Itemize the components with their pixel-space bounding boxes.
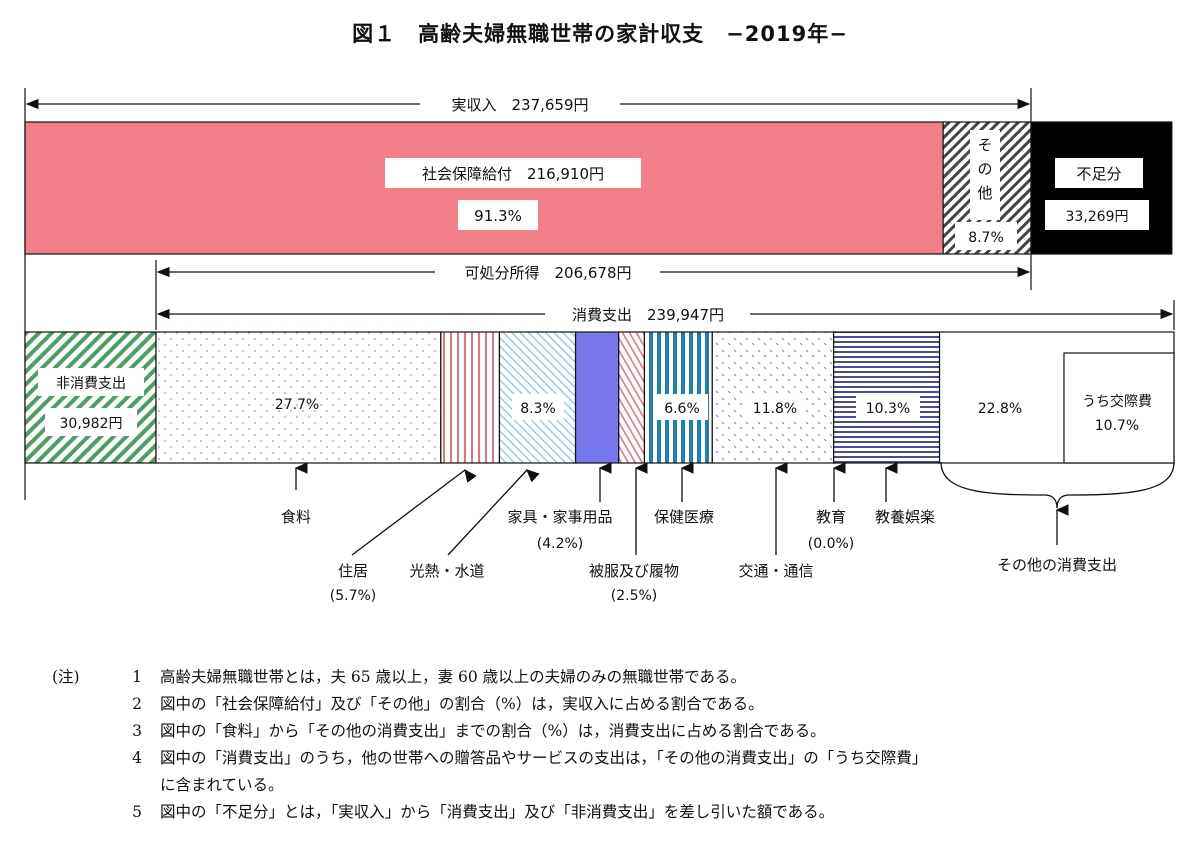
note-number: 2 — [132, 695, 142, 713]
deficit-value: 33,269円 — [1066, 209, 1129, 225]
note-text: 図中の「不足分」とは，「実収入」から「消費支出」及び「非消費支出」を差し引いた額… — [160, 803, 835, 821]
note-text: 高齢夫婦無職世帯とは，夫 65 歳以上，妻 60 歳以上の夫婦のみの無職世帯であ… — [160, 668, 747, 686]
transport-name: 交通・通信 — [738, 562, 813, 580]
entertainment-share: 10.7% — [1095, 418, 1139, 434]
other-income-char-1: そ — [977, 136, 992, 154]
education-share: (0.0%) — [808, 536, 855, 552]
food-name: 食料 — [281, 508, 311, 526]
transport-share: 11.8% — [753, 401, 797, 417]
furniture-name: 家具・家事用品 — [507, 508, 612, 526]
note-row: 3 図中の「食料」から「その他の消費支出」までの割合（%）は，消費支出に占める割… — [52, 718, 1192, 745]
medical-name: 保健医療 — [654, 508, 714, 526]
clothing-segment — [618, 331, 646, 464]
furniture-share: (4.2%) — [537, 536, 584, 552]
callout-arrows — [294, 461, 1175, 556]
other-income-char-2: の — [977, 160, 992, 178]
note-continuation: に含まれている。 — [160, 776, 284, 794]
other-income-char-3: 他 — [977, 184, 992, 202]
utilities-name: 光熱・水道 — [409, 562, 484, 580]
education-name: 教育 — [816, 508, 846, 526]
consumption-total-span: 消費支出 239,947円 — [156, 306, 1174, 324]
housing-name: 住居 — [338, 562, 368, 580]
chart-title: 図１ 高齢夫婦無職世帯の家計収支 −2019年− — [352, 22, 848, 46]
housing-share: (5.7%) — [330, 588, 377, 604]
note-row: 2 図中の「社会保障給付」及び「その他」の割合（%）は，実収入に占める割合である… — [52, 691, 1192, 718]
social-security-label: 社会保障給付 216,910円 — [422, 165, 604, 183]
disposable-income-span: 可処分所得 206,678円 — [156, 264, 1031, 282]
expenditure-bar: 非消費支出 30,982円 27.7% 8.3% 6.6% 11.8% 10.3… — [24, 331, 1175, 464]
medical-share: 6.6% — [664, 401, 700, 417]
household-budget-chart: 実収入 237,659円 社会保障給付 216,910円 91.3% そ の 他… — [24, 88, 1175, 604]
deficit-label: 不足分 — [1076, 165, 1121, 183]
notes-label: (注) — [52, 668, 80, 686]
income-total-label: 実収入 237,659円 — [451, 96, 588, 114]
housing-segment — [440, 331, 501, 464]
non-consumption-segment — [24, 331, 157, 464]
callout-labels: 食料 住居 (5.7%) 光熱・水道 家具・家事用品 (4.2%) 被服及び履物… — [281, 508, 1117, 604]
disposable-income-label: 可処分所得 206,678円 — [464, 264, 631, 282]
consumption-total-label: 消費支出 239,947円 — [572, 306, 724, 324]
income-bar: 社会保障給付 216,910円 91.3% そ の 他 8.7% 不足分 33,… — [24, 121, 1173, 255]
non-consumption-label: 非消費支出 — [56, 376, 126, 392]
note-row: (注) 1 高齢夫婦無職世帯とは，夫 65 歳以上，妻 60 歳以上の夫婦のみの… — [52, 664, 1192, 691]
income-total-span: 実収入 237,659円 — [25, 96, 1031, 114]
utilities-share: 8.3% — [520, 401, 556, 417]
furniture-segment — [574, 331, 620, 464]
social-security-share: 91.3% — [474, 207, 522, 225]
non-consumption-value: 30,982円 — [60, 416, 123, 432]
other-consumption-share: 22.8% — [978, 401, 1022, 417]
recreation-share: 10.3% — [866, 401, 910, 417]
entertainment-sub-segment — [1063, 352, 1175, 464]
clothing-share: (2.5%) — [611, 588, 658, 604]
food-segment — [155, 331, 442, 464]
note-row: 5 図中の「不足分」とは，「実収入」から「消費支出」及び「非消費支出」を差し引い… — [52, 799, 1192, 826]
other-consumption-name: その他の消費支出 — [997, 556, 1117, 574]
note-number: 1 — [132, 668, 142, 686]
note-number: 3 — [132, 722, 142, 740]
notes: (注) 1 高齢夫婦無職世帯とは，夫 65 歳以上，妻 60 歳以上の夫婦のみの… — [52, 664, 1192, 826]
note-text: 図中の「消費支出」のうち，他の世帯への贈答品やサービスの支出は，「その他の消費支… — [160, 749, 928, 767]
note-text: 図中の「社会保障給付」及び「その他」の割合（%）は，実収入に占める割合である。 — [160, 695, 764, 713]
other-income-share: 8.7% — [968, 230, 1004, 246]
note-number: 4 — [132, 749, 142, 767]
note-text: 図中の「食料」から「その他の消費支出」までの割合（%）は，消費支出に占める割合で… — [160, 722, 826, 740]
food-share: 27.7% — [275, 397, 319, 413]
entertainment-label: うち交際費 — [1082, 393, 1152, 410]
note-row: 4 図中の「消費支出」のうち，他の世帯への贈答品やサービスの支出は，「その他の消… — [52, 745, 1192, 772]
note-number: 5 — [132, 803, 142, 821]
clothing-name: 被服及び履物 — [589, 562, 679, 580]
recreation-name: 教養娯楽 — [875, 508, 935, 526]
